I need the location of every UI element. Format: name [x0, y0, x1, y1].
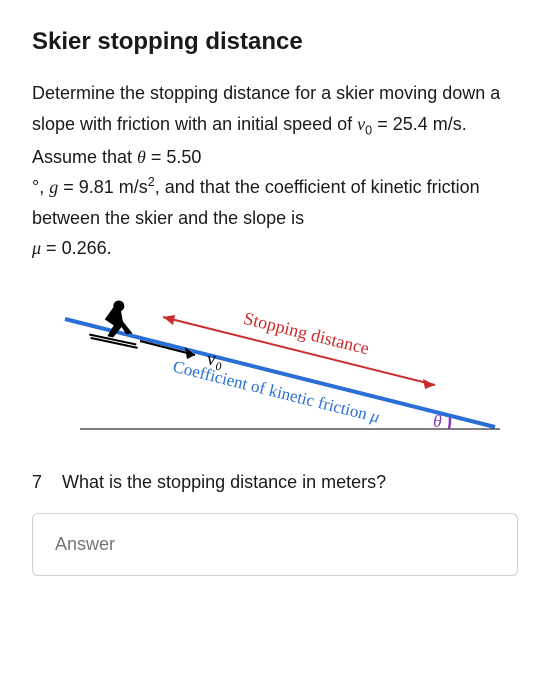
theta-unit: °,: [32, 177, 49, 197]
g-sup: 2: [148, 175, 155, 189]
theta-value: 5.50: [166, 147, 201, 167]
theta-symbol: θ: [137, 147, 146, 167]
v0-value: 25.4: [393, 114, 428, 134]
skier-diagram: θ v0 Stopping distance Coefficient of ki…: [35, 279, 515, 454]
g-symbol: g: [49, 177, 58, 197]
answer-input[interactable]: [32, 513, 518, 576]
g-unit: m/s: [114, 177, 148, 197]
question-row: 7 What is the stopping distance in meter…: [32, 472, 518, 493]
v0-sub: 0: [365, 123, 372, 137]
problem-description: Determine the stopping distance for a sk…: [32, 78, 518, 264]
mu-value: 0.266: [62, 238, 107, 258]
question-number: 7: [32, 472, 42, 493]
mu-symbol: μ: [32, 238, 41, 258]
mu-after: .: [107, 238, 112, 258]
v0-symbol: v: [357, 114, 365, 134]
g-value: 9.81: [79, 177, 114, 197]
question-text: What is the stopping distance in meters?: [62, 472, 386, 493]
skier-icon: [89, 296, 147, 348]
page-title: Skier stopping distance: [32, 28, 518, 56]
angle-label: θ: [433, 411, 442, 431]
stopping-distance-label: Stopping distance: [242, 308, 372, 358]
